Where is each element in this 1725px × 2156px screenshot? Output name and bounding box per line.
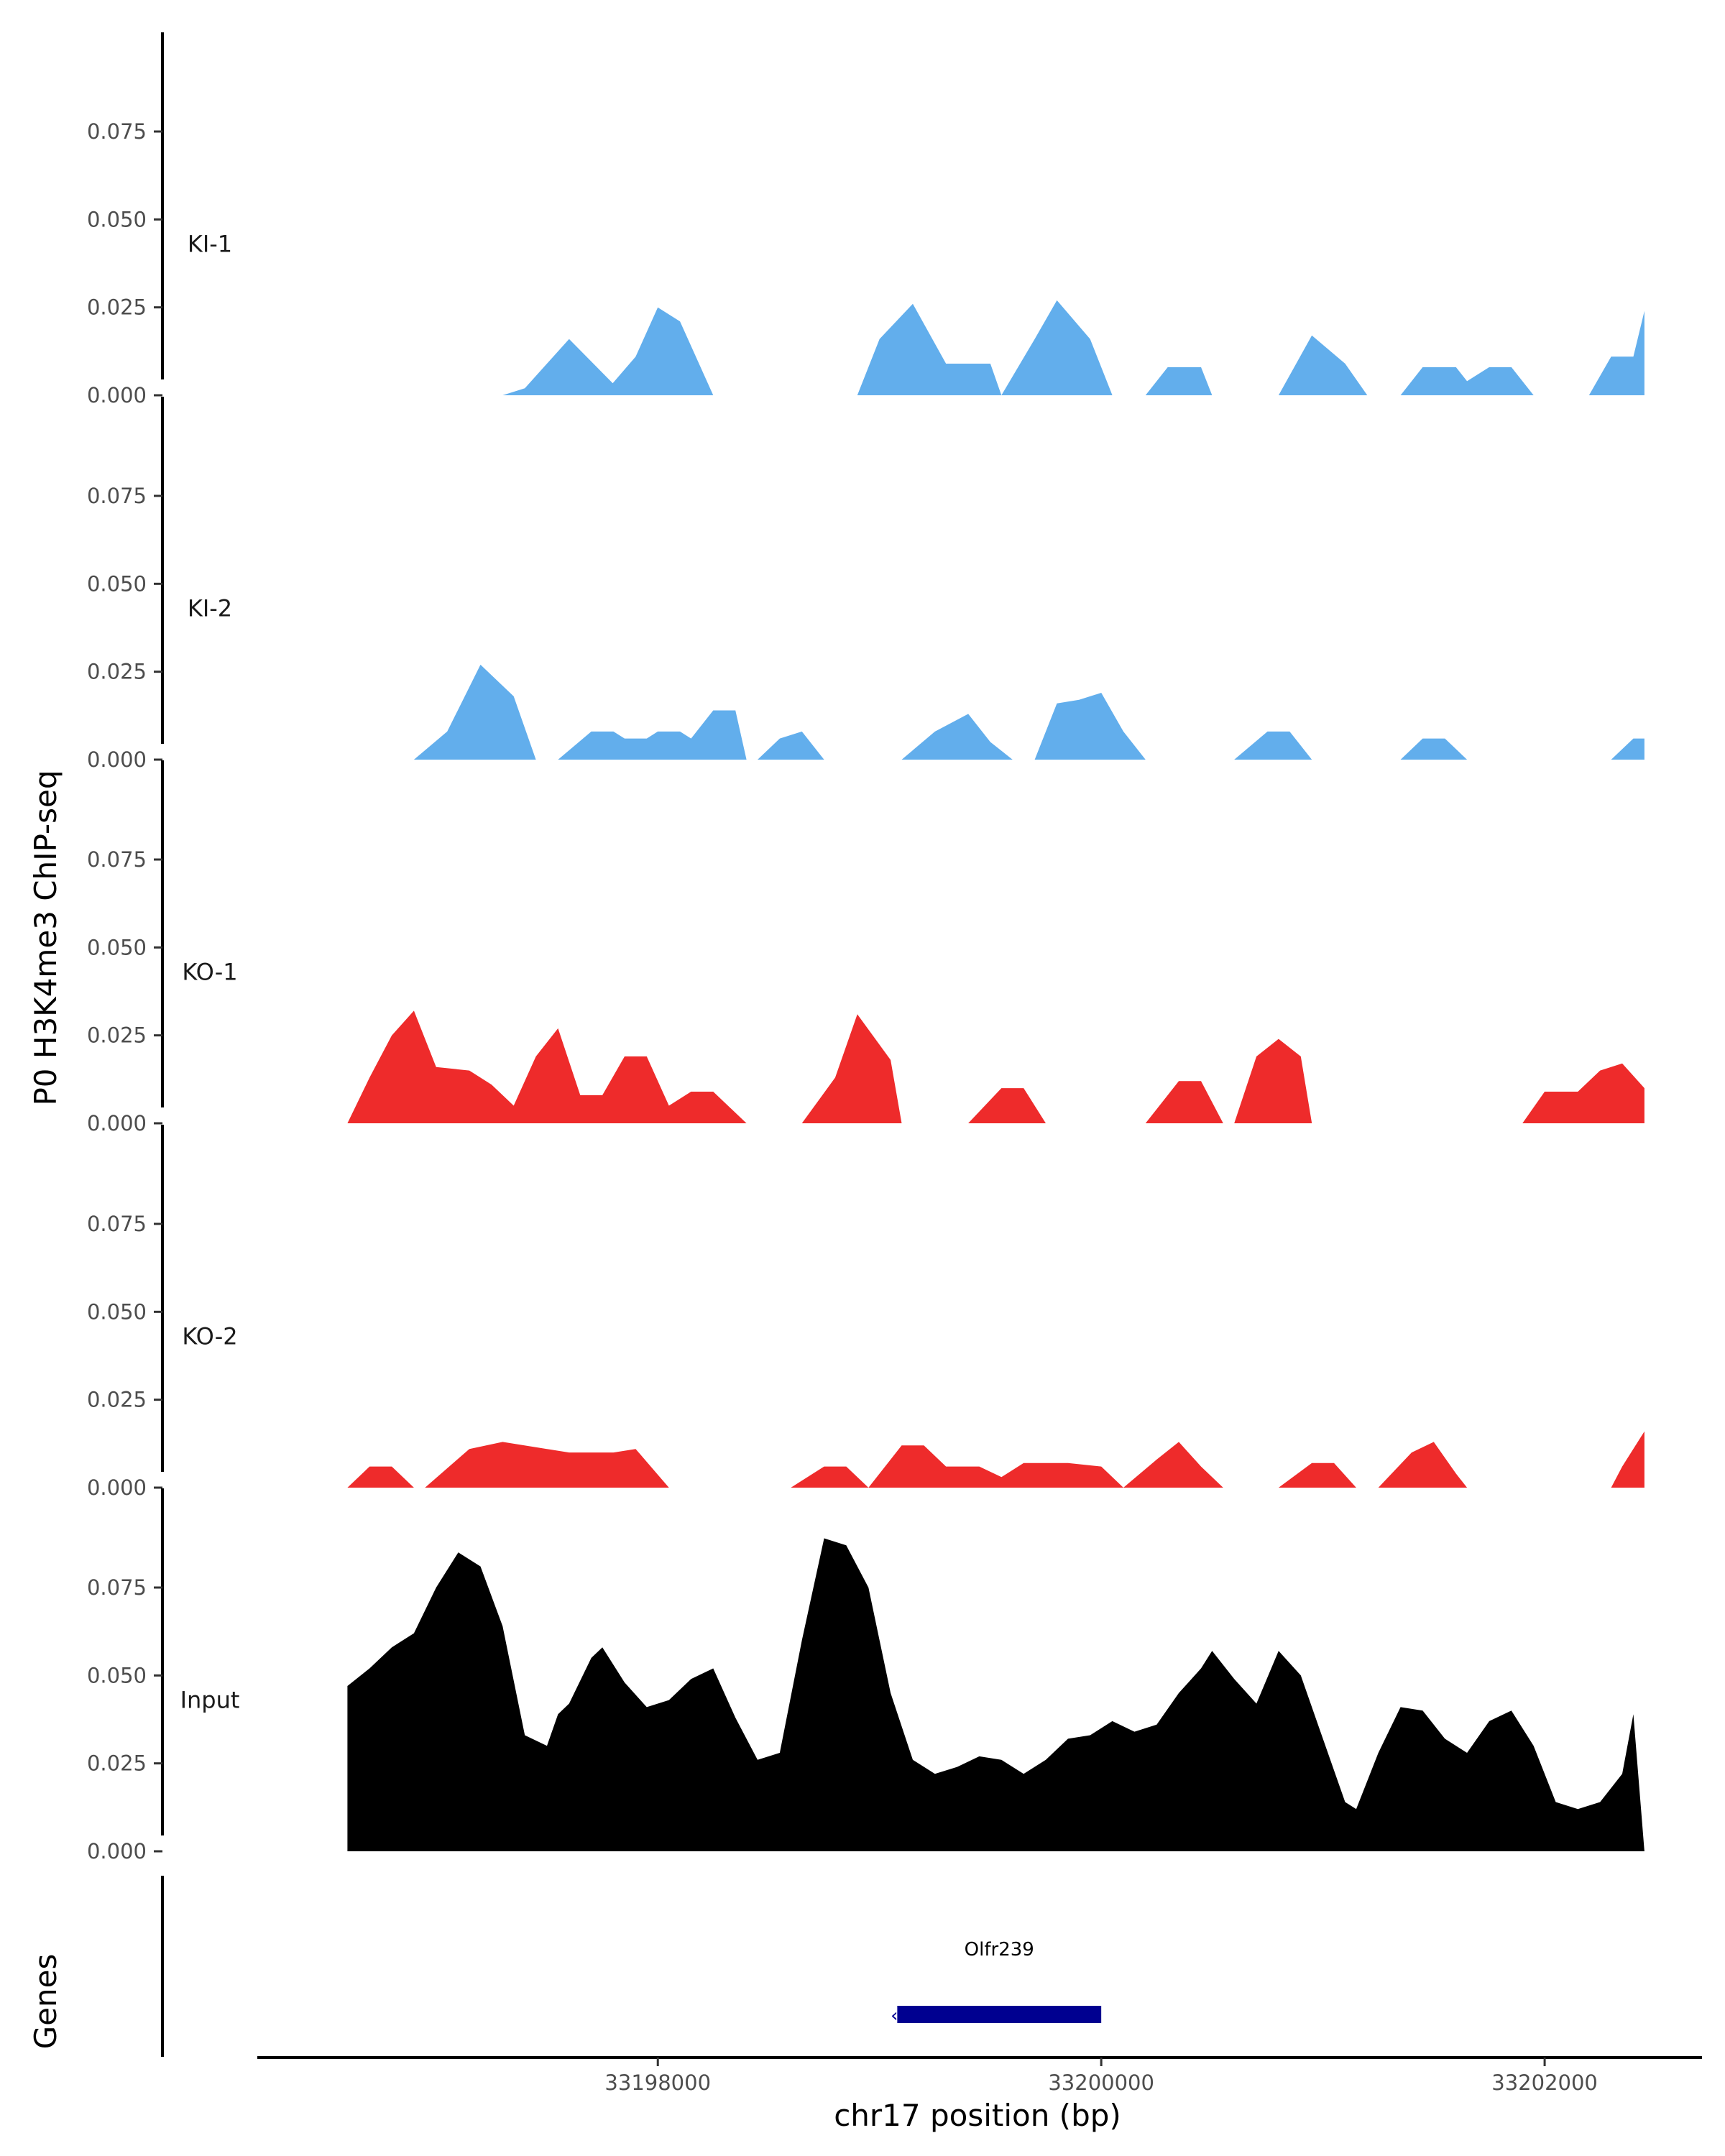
coverage-area (347, 1010, 747, 1123)
x-axis: 33198000 33200000 33202000 (257, 2056, 1702, 2095)
y-axis-title: P0 H3K4me3 ChIP-seq (28, 770, 63, 1105)
coverage-area (1123, 1442, 1223, 1488)
genes-axis-title: Genes (28, 1954, 63, 2050)
coverage-area (1145, 1081, 1223, 1123)
gene-body (897, 2006, 1102, 2023)
coverage-area (1378, 1442, 1468, 1488)
y-tick-label: 0.050 (87, 935, 147, 959)
x-axis-title: chr17 position (bp) (834, 2098, 1121, 2133)
y-tick-label: 0.075 (87, 1575, 147, 1600)
y-tick-label: 0.050 (87, 1299, 147, 1324)
y-tick-label: 0.075 (87, 484, 147, 508)
coverage-area (602, 307, 714, 395)
y-tick-label: 0.000 (87, 383, 147, 407)
coverage-area (1400, 738, 1468, 760)
track-ko-2: 0.000 0.025 0.050 0.075 KO-2 (87, 1125, 1644, 1500)
coverage-area (347, 1538, 1644, 1851)
track-ki-1: 0.000 0.025 0.050 0.075 KI-1 (87, 32, 1644, 407)
genes-panel: ‹ Olfr239 (161, 1876, 1102, 2057)
y-tick-label: 0.025 (87, 1023, 147, 1048)
y-tick-label: 0.075 (87, 119, 147, 144)
coverage-area (758, 731, 824, 760)
coverage-area (901, 714, 1013, 760)
y-tick-label: 0.050 (87, 571, 147, 596)
coverage-area (347, 1466, 414, 1488)
y-tick-label: 0.075 (87, 1212, 147, 1236)
coverage-area (1278, 335, 1368, 395)
coverage-area (1234, 731, 1312, 760)
y-tick-label: 0.025 (87, 1751, 147, 1776)
y-tick-label: 0.025 (87, 1388, 147, 1412)
coverage-area (1400, 367, 1534, 395)
track-label: KO-2 (182, 1323, 237, 1350)
strand-arrow-icon: ‹ (891, 2005, 898, 2027)
gene-label: Olfr239 (965, 1939, 1034, 1961)
coverage-area (1234, 1038, 1312, 1123)
y-tick-label: 0.025 (87, 660, 147, 684)
coverage-area (502, 338, 625, 395)
track-label: KI-2 (188, 595, 232, 622)
track-label: KI-1 (188, 231, 232, 258)
x-tick-label: 33200000 (1048, 2070, 1154, 2095)
coverage-area (1278, 1462, 1356, 1488)
tracks-layer: 0.0000.0250.0500.075KI-10.0000.0250.0500… (87, 32, 1644, 1864)
y-tick-label: 0.000 (87, 1839, 147, 1864)
coverage-area (801, 1014, 902, 1123)
coverage-area (791, 1466, 869, 1488)
y-tick-label: 0.000 (87, 1111, 147, 1135)
x-tick-label: 33202000 (1491, 2070, 1598, 2095)
y-tick-label: 0.025 (87, 295, 147, 320)
track-ko-1: 0.000 0.025 0.050 0.075 KO-1 (87, 760, 1644, 1135)
y-tick-label: 0.000 (87, 1475, 147, 1500)
coverage-area (413, 664, 536, 760)
coverage-area (857, 303, 1002, 395)
coverage-area (1588, 310, 1644, 395)
track-label: KO-1 (182, 959, 237, 986)
y-tick-label: 0.050 (87, 1663, 147, 1687)
gene-olfr239: ‹ Olfr239 (891, 1939, 1102, 2027)
coverage-area (1611, 1431, 1644, 1488)
coverage-area (1611, 738, 1644, 760)
coverage-area (1522, 1063, 1644, 1123)
coverage-area (1001, 300, 1113, 395)
y-tick-label: 0.000 (87, 747, 147, 772)
track-input: 0.000 0.025 0.050 0.075 Input (87, 1488, 1644, 1864)
coverage-area (425, 1442, 669, 1488)
coverage-area (968, 1088, 1046, 1123)
y-tick-label: 0.075 (87, 847, 147, 872)
track-ki-2: 0.000 0.025 0.050 0.075 KI-2 (87, 397, 1644, 772)
track-label: Input (180, 1687, 240, 1714)
coverage-area (1034, 693, 1146, 760)
x-tick-label: 33198000 (604, 2070, 711, 2095)
coverage-area (868, 1445, 1123, 1488)
coverage-area (558, 710, 747, 760)
coverage-area (1145, 367, 1213, 395)
y-tick-label: 0.050 (87, 207, 147, 231)
